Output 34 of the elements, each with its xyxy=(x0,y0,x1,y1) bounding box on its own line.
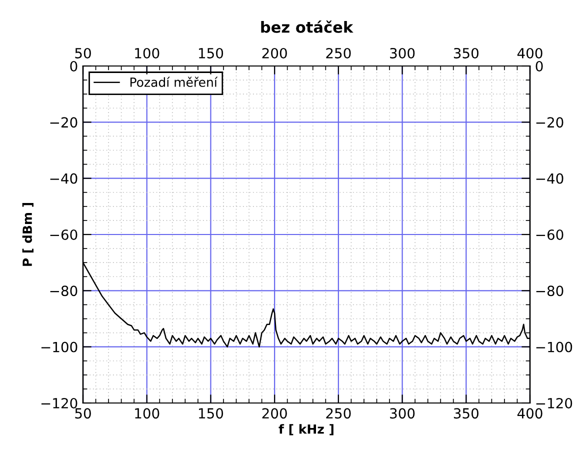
x-tick-label: 250 xyxy=(326,408,351,419)
legend-label: Pozadí měření xyxy=(130,76,218,87)
chart-title: bez otáček xyxy=(261,20,354,33)
y2-tick-label: 0 xyxy=(536,60,543,72)
y2-tick-label: −20 xyxy=(536,117,564,128)
x2-tick-label: 200 xyxy=(262,48,287,58)
x-tick-label: 100 xyxy=(135,408,160,419)
x2-tick-label: 100 xyxy=(135,48,160,58)
y2-tick-label: −100 xyxy=(536,342,572,352)
y-tick-label: −40 xyxy=(50,173,78,184)
x2-tick-label: 250 xyxy=(326,48,351,58)
x-axis-title: f [ kHz ] xyxy=(278,424,334,436)
x2-tick-label: 350 xyxy=(454,48,478,58)
x2-tick-label: 50 xyxy=(75,48,91,58)
x2-tick-label: 300 xyxy=(390,48,415,58)
y-tick-label: 0 xyxy=(70,60,78,72)
y-tick-label: −100 xyxy=(41,342,78,352)
y2-tick-label: −120 xyxy=(536,398,572,408)
y2-tick-label: −60 xyxy=(536,229,564,240)
x-tick-label: 200 xyxy=(262,408,287,419)
y-tick-label: −120 xyxy=(41,398,78,408)
y2-tick-label: −80 xyxy=(536,286,564,296)
x-tick-label: 300 xyxy=(390,408,415,419)
x-tick-label: 400 xyxy=(517,408,542,419)
y-tick-label: −20 xyxy=(50,117,78,128)
x-tick-label: 50 xyxy=(75,408,91,419)
x-tick-label: 150 xyxy=(198,408,224,419)
y2-tick-label: −40 xyxy=(536,173,564,184)
y-tick-label: −60 xyxy=(50,229,78,240)
x-tick-label: 350 xyxy=(454,408,478,419)
x2-tick-label: 150 xyxy=(198,48,224,58)
y-tick-label: −80 xyxy=(50,286,78,296)
y-axis-title: P [ dBm ] xyxy=(22,203,34,266)
x2-tick-label: 400 xyxy=(517,48,542,58)
